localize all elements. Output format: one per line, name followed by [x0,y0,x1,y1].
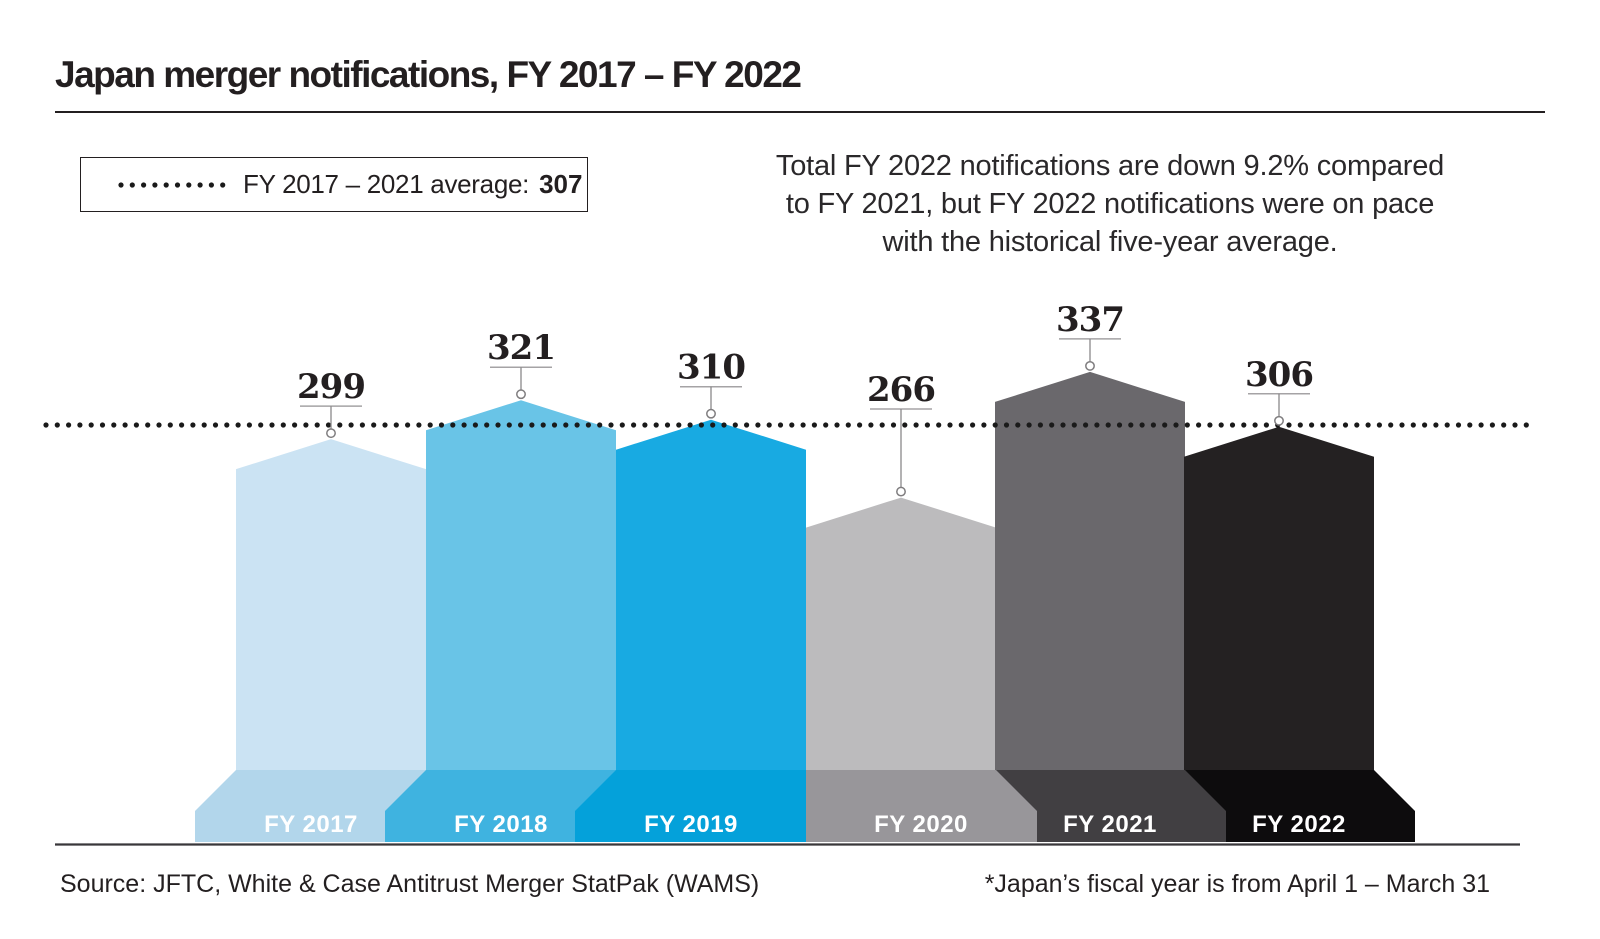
value-callout-fy-2017: 299 [297,367,366,439]
annotation-line: Total FY 2022 notifications are down 9.2… [775,150,1445,182]
leader-dot [516,389,526,400]
value-label-fy-2020: 266 [867,370,935,410]
bar-fy-2021 [995,371,1185,770]
category-label-fy-2020: FY 2020 [874,811,968,838]
bar-base-fy-2018 [385,770,616,842]
average-legend-box: FY 2017 – 2021 average: 307 [80,157,588,212]
leader-dot [326,428,336,439]
bar-fy-2017 [236,439,426,770]
annotation-line: with the historical five-year average. [882,226,1338,258]
title-divider [55,111,1545,113]
value-label-fy-2017: 299 [297,367,365,407]
leader-dot [706,408,716,419]
bar-fy-2020 [806,497,996,770]
category-label-fy-2018: FY 2018 [454,811,548,838]
value-callout-fy-2021: 337 [1056,300,1125,371]
bar-fy-2019 [616,419,806,770]
annotation-line: to FY 2021, but FY 2022 notifications we… [785,188,1435,220]
leader-dot [896,486,906,497]
category-label-fy-2017: FY 2017 [264,811,358,838]
bar-base-fy-2020 [806,770,1037,842]
chart-annotation: Total FY 2022 notifications are down 9.2… [745,147,1475,261]
category-label-fy-2021: FY 2021 [1063,811,1157,838]
value-label-fy-2021: 337 [1056,300,1124,340]
bar-fy-2022 [1184,426,1374,770]
leader-dot [1274,415,1284,426]
average-legend-label: FY 2017 – 2021 average: [243,169,530,199]
leader-dot [1085,360,1095,371]
source-credit: Source: JFTC, White & Case Antitrust Mer… [60,870,760,898]
bar-base-fy-2019 [575,770,806,842]
average-legend-value: 307 [539,169,583,199]
value-callout-fy-2019: 310 [677,348,746,419]
value-callout-fy-2018: 321 [487,328,556,400]
value-label-fy-2019: 310 [677,348,745,388]
bar-base-fy-2022 [1184,770,1415,842]
bar-base-fy-2017 [195,770,426,842]
fiscal-year-footnote: *Japan’s fiscal year is from April 1 – M… [984,870,1490,898]
value-label-fy-2018: 321 [487,328,555,368]
category-label-fy-2019: FY 2019 [644,811,738,838]
value-callout-fy-2020: 266 [867,370,936,497]
category-label-fy-2022: FY 2022 [1252,811,1346,838]
value-label-fy-2022: 306 [1245,355,1313,395]
value-callout-fy-2022: 306 [1245,355,1314,426]
page-title: Japan merger notifications, FY 2017 – FY… [55,54,802,95]
bar-base-fy-2021 [995,770,1226,842]
bar-fy-2018 [426,400,616,770]
